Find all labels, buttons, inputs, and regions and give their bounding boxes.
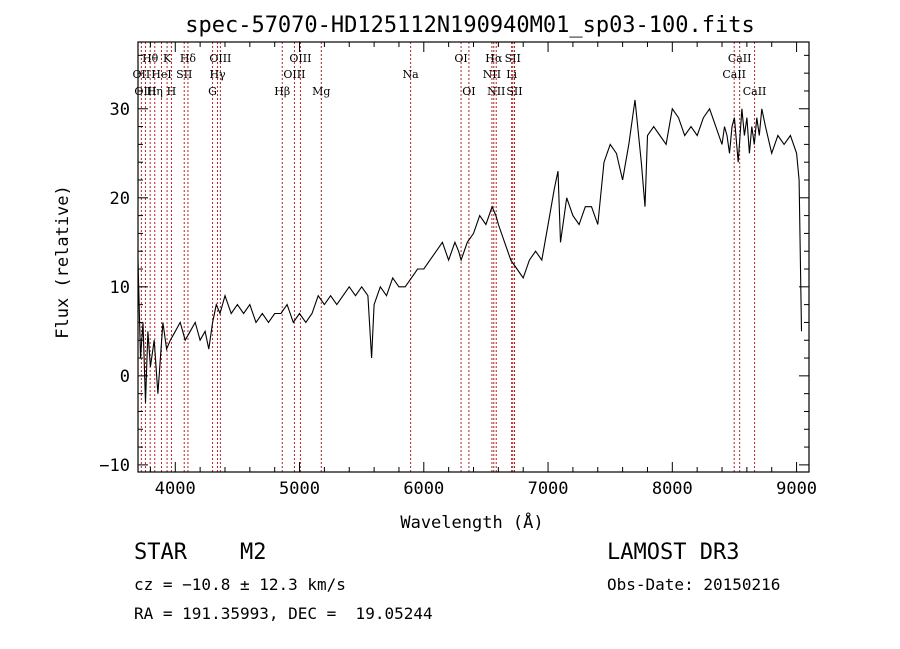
x-tick-label: 5000: [279, 479, 320, 499]
y-axis-label: Flux (relative): [53, 185, 73, 339]
x-tick-label: 4000: [155, 479, 196, 499]
x-axis-label: Wavelength (Å): [400, 511, 543, 533]
x-axis-ticks: 4000 5000 6000 7000 8000 9000: [149, 42, 817, 499]
spectral-line-label: H: [167, 85, 177, 98]
x-tick-label: 9000: [776, 479, 817, 499]
spectral-line-label: CaII: [722, 68, 746, 81]
spectral-line-label: SII: [176, 68, 192, 81]
plot-frame: [137, 41, 810, 473]
spectral-line-label: Hβ: [274, 85, 290, 98]
spectral-line-label: Hθ: [142, 52, 159, 65]
spectral-line-label: CaII: [728, 52, 752, 65]
spectral-line-label: Mg: [312, 85, 330, 98]
spectral-line-label: Li: [506, 68, 517, 81]
object-class: STAR M2: [134, 540, 267, 565]
spectral-line-label: Hγ: [209, 68, 226, 81]
spectral-line-label: Hδ: [180, 52, 197, 65]
y-axis-ticks: −10 0 10 20 30: [99, 54, 809, 476]
spectral-line-label: Na: [403, 68, 420, 81]
spectrum-line: [137, 99, 803, 403]
spectral-line-label: SII: [506, 85, 522, 98]
spectral-line-label: CaII: [743, 85, 767, 98]
y-tick-label: 0: [120, 367, 130, 387]
spectral-line-label: K: [163, 52, 172, 65]
coordinates: RA = 191.35993, DEC = 19.05244: [134, 604, 433, 623]
x-tick-label: 6000: [403, 479, 444, 499]
spectral-line-label: NII: [483, 68, 501, 81]
spectral-line-label: OIII: [134, 85, 156, 98]
spectral-line-label: Hα: [485, 52, 503, 65]
spectral-line-label: NII: [487, 85, 505, 98]
spectral-line-label: OIII: [283, 68, 305, 81]
survey-name: LAMOST DR3: [607, 540, 740, 565]
y-tick-label: 30: [110, 100, 130, 120]
y-tick-label: −10: [99, 456, 130, 476]
line-labels: OII OIII Hθ Hη HeI K H SII Hδ G Hγ OIII Hβ OIII OIII Mg…: [132, 52, 766, 98]
redshift-text: cz = −10.8 ± 12.3 km/s: [134, 575, 346, 594]
spectral-line-label: HeI: [151, 68, 171, 81]
x-tick-label: 7000: [528, 479, 569, 499]
y-tick-label: 10: [110, 278, 130, 298]
spectral-line-label: G: [208, 85, 217, 98]
chart-title: spec-57070-HD125112N190940M01_sp03-100.f…: [185, 13, 755, 38]
spectral-line-label: OII: [132, 68, 150, 81]
spectral-line-label: OIII: [209, 52, 231, 65]
spectral-line-label: OIII: [289, 52, 311, 65]
spectral-line-label: OI: [462, 85, 475, 98]
spectral-line-label: SII: [505, 52, 521, 65]
obs-date: Obs-Date: 20150216: [607, 575, 781, 594]
y-tick-label: 20: [110, 189, 130, 209]
spectral-line-label: Hη: [147, 85, 163, 98]
x-tick-label: 8000: [652, 479, 693, 499]
spectral-line-label: OI: [454, 52, 467, 65]
